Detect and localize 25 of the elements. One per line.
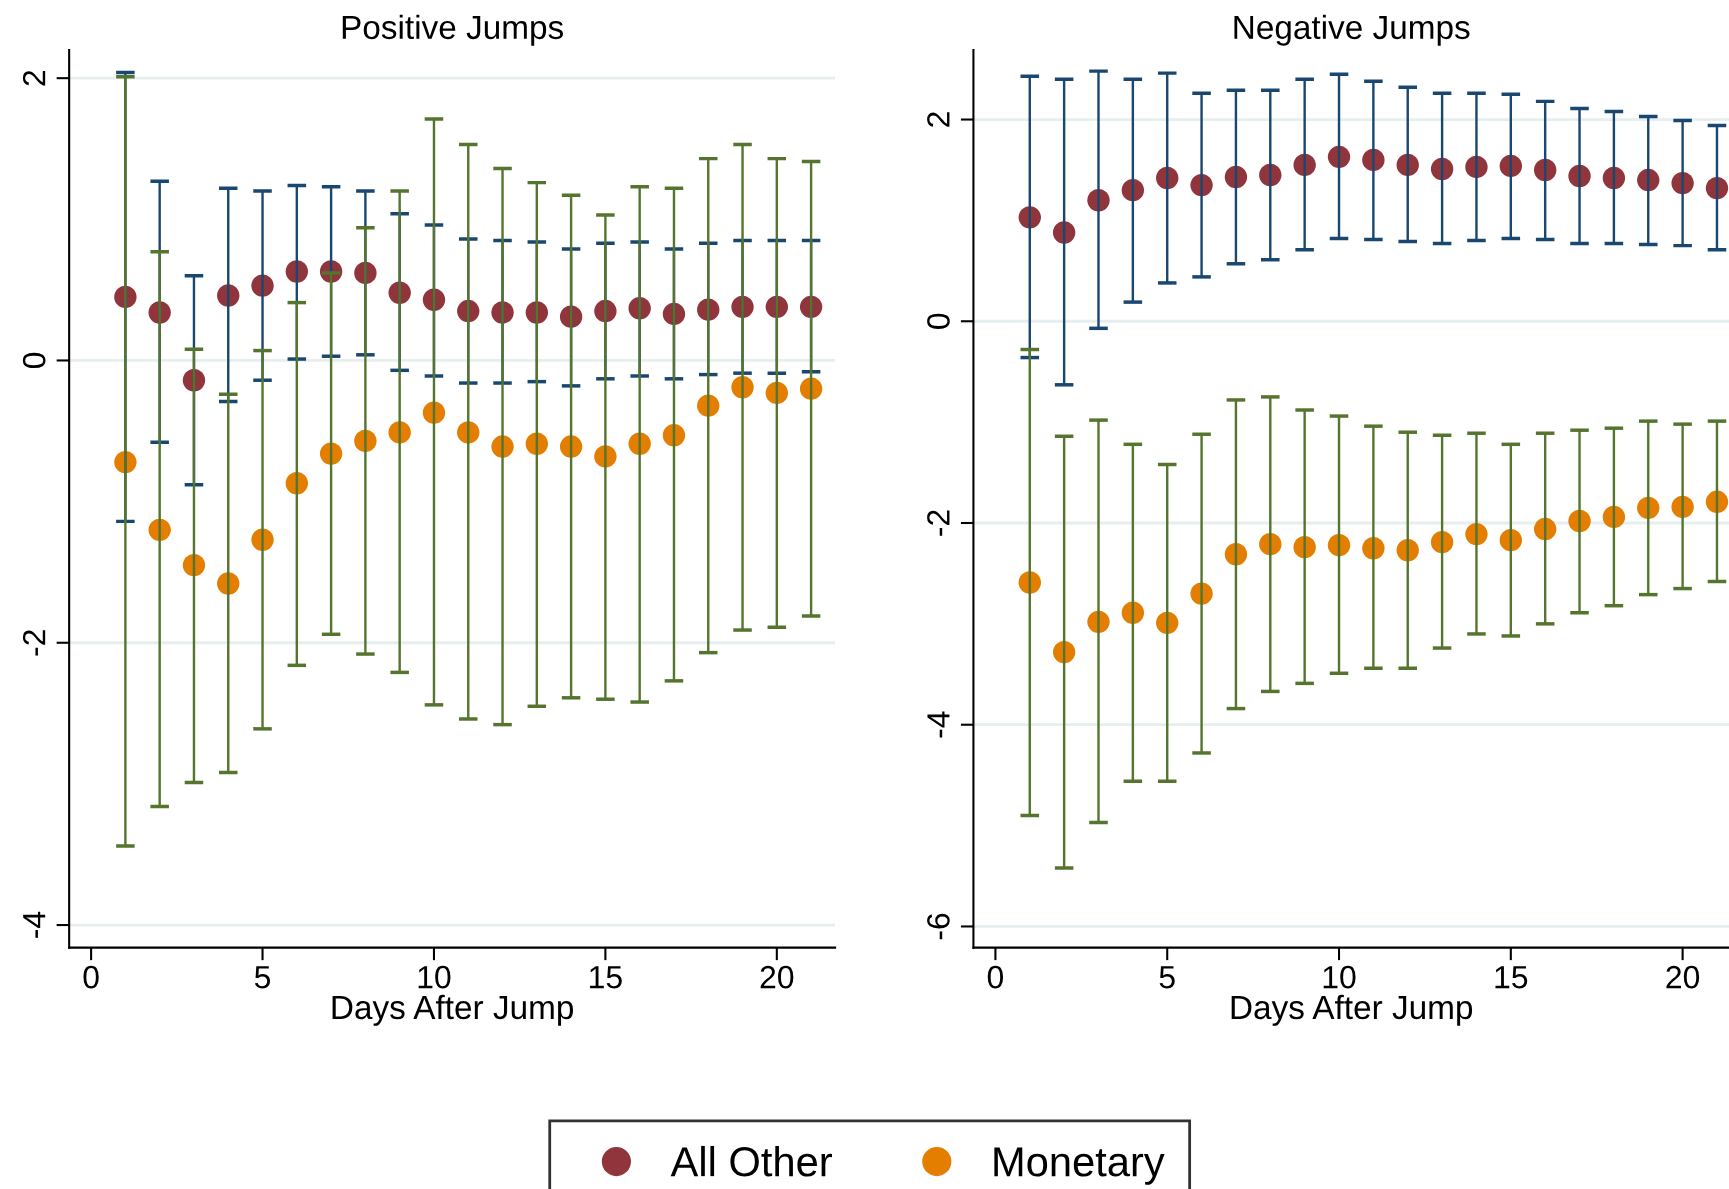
y-tick-label: -2 bbox=[22, 630, 46, 656]
x-axis-title: Days After Jump bbox=[1231, 994, 1473, 1026]
y-tick-label: 2 bbox=[22, 70, 46, 86]
y-tick-label: 0 bbox=[927, 313, 950, 329]
y-tick-label: 2 bbox=[927, 112, 950, 127]
x-tick-label: 15 bbox=[590, 966, 622, 989]
x-tick-label: 10 bbox=[418, 965, 451, 989]
x-tick-label: 0 bbox=[987, 965, 1004, 989]
x-tick-label: 10 bbox=[1323, 965, 1356, 989]
y-tick-label: 0 bbox=[22, 352, 46, 369]
x-axis-title: Days After Jump bbox=[332, 994, 574, 1026]
legend-label: All Other bbox=[670, 1145, 832, 1177]
y-tick-label: -4 bbox=[927, 711, 950, 738]
y-tick-label: -6 bbox=[927, 913, 950, 940]
chart-title: Positive Jumps bbox=[342, 14, 564, 46]
x-tick-label: 20 bbox=[760, 965, 794, 989]
y-tick-label: -2 bbox=[927, 510, 950, 536]
x-tick-label: 20 bbox=[1666, 965, 1700, 989]
legend-label: Monetary bbox=[994, 1147, 1165, 1185]
x-tick-label: 15 bbox=[1495, 966, 1528, 989]
x-tick-label: 0 bbox=[83, 965, 99, 989]
x-tick-label: 5 bbox=[254, 966, 271, 989]
chart-title: Negative Jumps bbox=[1234, 14, 1470, 46]
x-tick-label: 5 bbox=[1159, 966, 1175, 989]
y-tick-label: -4 bbox=[23, 911, 46, 938]
